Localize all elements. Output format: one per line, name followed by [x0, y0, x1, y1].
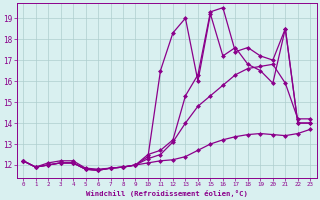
X-axis label: Windchill (Refroidissement éolien,°C): Windchill (Refroidissement éolien,°C)	[86, 190, 248, 197]
